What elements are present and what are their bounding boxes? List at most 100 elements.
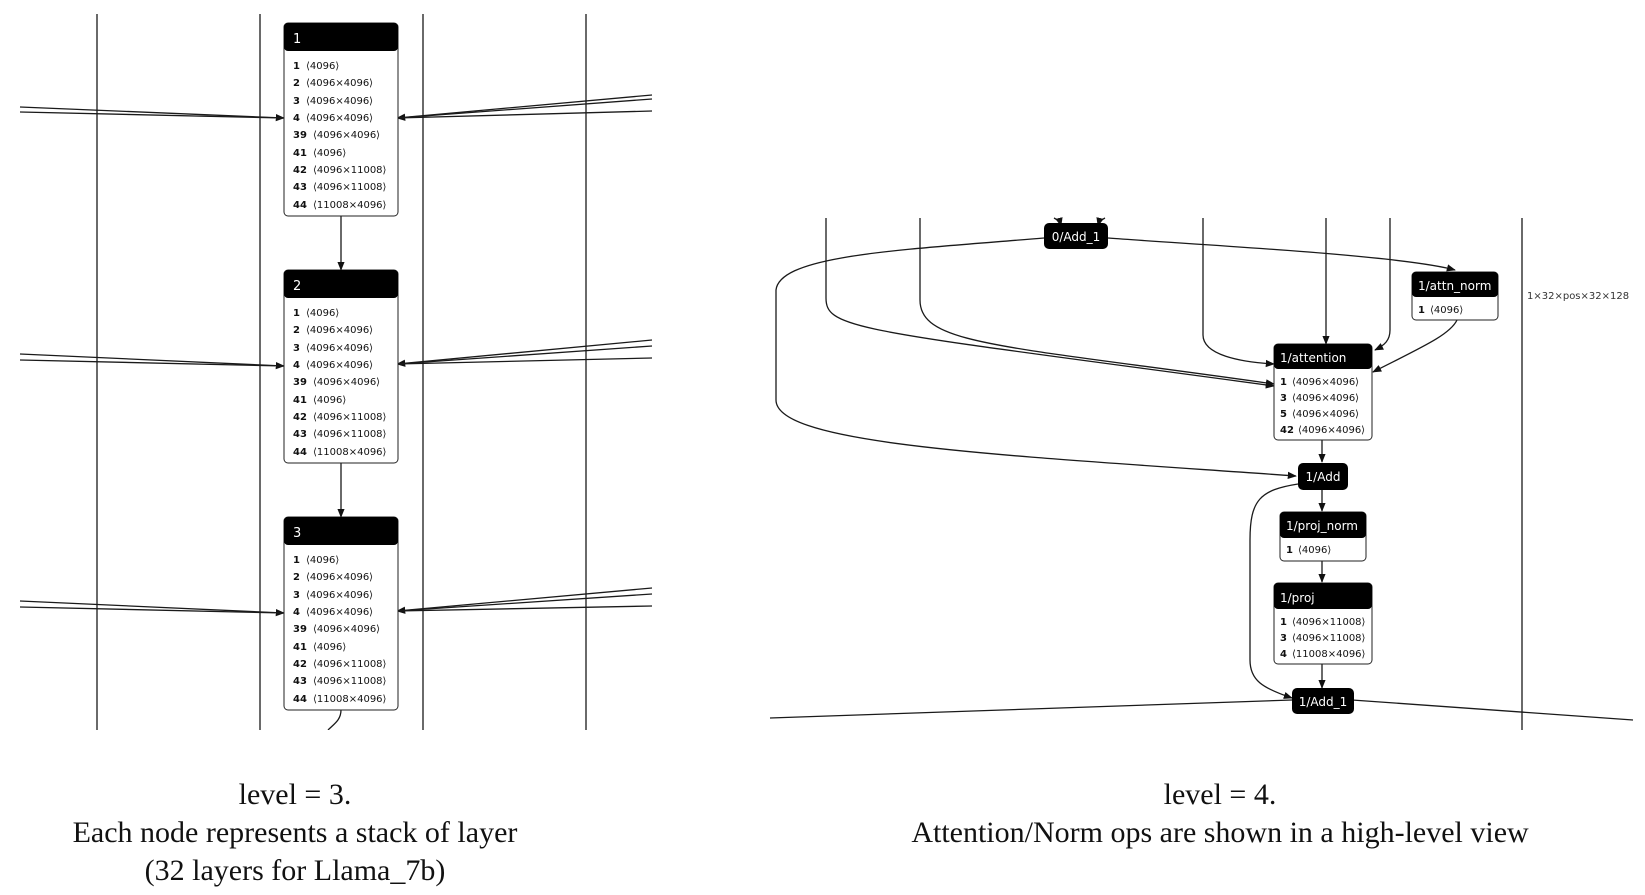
svg-text:⟨4096×4096⟩: ⟨4096×4096⟩ bbox=[306, 343, 373, 354]
svg-text:43: 43 bbox=[293, 429, 307, 440]
level4-caption: level = 4. Attention/Norm ops are shown … bbox=[860, 776, 1580, 852]
graph-edge bbox=[19, 106, 285, 122]
svg-text:3: 3 bbox=[293, 343, 300, 354]
node-title: 1 bbox=[293, 32, 301, 47]
caption-line: Each node represents a stack of layer bbox=[72, 816, 518, 849]
svg-text:⟨4096⟩: ⟨4096⟩ bbox=[306, 61, 339, 72]
node-title: 2 bbox=[293, 279, 301, 294]
model-graph-diagram: 1 1 ⟨4096⟩ 2 ⟨4096×4096⟩ 3 ⟨4096×4096⟩ 4 ⟨40… bbox=[19, 14, 1634, 730]
svg-text:⟨4096×11008⟩: ⟨4096×11008⟩ bbox=[313, 182, 387, 193]
svg-text:41: 41 bbox=[293, 148, 307, 159]
svg-text:⟨4096⟩: ⟨4096⟩ bbox=[313, 148, 346, 159]
svg-text:1: 1 bbox=[1280, 377, 1287, 388]
graph-edge bbox=[1374, 218, 1391, 351]
op-node-1-add[interactable]: 1/Add bbox=[1298, 463, 1348, 490]
graph-edge bbox=[396, 605, 653, 612]
svg-text:1: 1 bbox=[293, 61, 300, 72]
svg-text:⟨4096⟩: ⟨4096⟩ bbox=[306, 555, 339, 566]
node-param-list: 1 ⟨4096⟩ 2 ⟨4096×4096⟩ 3 ⟨4096×4096⟩ 4 ⟨4096… bbox=[293, 308, 387, 458]
layer-stack-node-3[interactable]: 3 1 ⟨4096⟩ 2 ⟨4096×4096⟩ 3 ⟨4096×4096⟩ 4 ⟨40… bbox=[283, 516, 399, 711]
caption-line: level = 4. bbox=[1163, 778, 1277, 811]
svg-text:2: 2 bbox=[293, 572, 300, 583]
svg-text:39: 39 bbox=[293, 377, 307, 388]
graph-edge bbox=[19, 353, 285, 370]
svg-text:1: 1 bbox=[1280, 617, 1287, 628]
svg-text:⟨4096×4096⟩: ⟨4096×4096⟩ bbox=[1292, 409, 1359, 420]
svg-text:0/Add_1: 0/Add_1 bbox=[1052, 230, 1101, 244]
svg-text:⟨11008×4096⟩: ⟨11008×4096⟩ bbox=[313, 694, 387, 705]
svg-text:1/attn_norm: 1/attn_norm bbox=[1418, 279, 1491, 293]
svg-text:44: 44 bbox=[293, 694, 307, 705]
svg-text:⟨4096×4096⟩: ⟨4096×4096⟩ bbox=[313, 624, 380, 635]
svg-text:⟨4096×11008⟩: ⟨4096×11008⟩ bbox=[313, 676, 387, 687]
graph-edge bbox=[396, 345, 653, 365]
layer-stack-node-2[interactable]: 2 1 ⟨4096⟩ 2 ⟨4096×4096⟩ 3 ⟨4096×4096⟩ 4 ⟨40… bbox=[283, 269, 399, 464]
op-node-proj[interactable]: 1/proj 1 ⟨4096×11008⟩ 3 ⟨4096×11008⟩ 4 ⟨110… bbox=[1273, 582, 1373, 665]
op-node-0-add-1[interactable]: 0/Add_1 bbox=[1044, 223, 1108, 249]
svg-text:1/proj_norm: 1/proj_norm bbox=[1286, 519, 1358, 533]
svg-text:41: 41 bbox=[293, 395, 307, 406]
graph-edge bbox=[396, 339, 653, 367]
graph-edge bbox=[396, 98, 653, 119]
svg-text:1: 1 bbox=[1286, 545, 1293, 556]
svg-text:⟨4096⟩: ⟨4096⟩ bbox=[1298, 545, 1331, 556]
svg-text:2: 2 bbox=[293, 325, 300, 336]
graph-edge bbox=[1107, 237, 1456, 272]
svg-text:4: 4 bbox=[1280, 649, 1287, 660]
op-node-1-add-1[interactable]: 1/Add_1 bbox=[1292, 688, 1354, 714]
svg-text:4: 4 bbox=[293, 607, 300, 618]
svg-text:41: 41 bbox=[293, 642, 307, 653]
svg-text:5: 5 bbox=[1280, 409, 1287, 420]
svg-text:43: 43 bbox=[293, 676, 307, 687]
graph-edge bbox=[1351, 699, 1634, 721]
svg-text:4: 4 bbox=[293, 113, 300, 124]
svg-text:⟨4096×4096⟩: ⟨4096×4096⟩ bbox=[306, 607, 373, 618]
svg-text:1: 1 bbox=[1418, 305, 1425, 316]
svg-text:4: 4 bbox=[293, 360, 300, 371]
graph-edge bbox=[19, 600, 285, 617]
op-node-proj-norm[interactable]: 1/proj_norm 1 ⟨4096⟩ bbox=[1279, 511, 1367, 562]
node-param-list: 1 ⟨4096⟩ 2 ⟨4096×4096⟩ 3 ⟨4096×4096⟩ 4 ⟨4096… bbox=[293, 61, 387, 211]
svg-text:⟨4096×4096⟩: ⟨4096×4096⟩ bbox=[1292, 377, 1359, 388]
svg-text:⟨4096×11008⟩: ⟨4096×11008⟩ bbox=[313, 429, 387, 440]
svg-text:⟨4096⟩: ⟨4096⟩ bbox=[306, 308, 339, 319]
svg-text:42: 42 bbox=[293, 165, 307, 176]
svg-text:⟨4096⟩: ⟨4096⟩ bbox=[313, 395, 346, 406]
svg-text:⟨4096×4096⟩: ⟨4096×4096⟩ bbox=[306, 360, 373, 371]
svg-text:⟨4096×4096⟩: ⟨4096×4096⟩ bbox=[313, 377, 380, 388]
svg-text:3: 3 bbox=[293, 96, 300, 107]
svg-text:1/Add: 1/Add bbox=[1306, 470, 1341, 484]
svg-text:⟨4096×4096⟩: ⟨4096×4096⟩ bbox=[1292, 393, 1359, 404]
graph-edge bbox=[396, 94, 653, 121]
svg-text:44: 44 bbox=[293, 200, 307, 211]
graph-edge bbox=[19, 111, 285, 119]
svg-text:⟨11008×4096⟩: ⟨11008×4096⟩ bbox=[313, 200, 387, 211]
op-node-attn-norm[interactable]: 1/attn_norm 1 ⟨4096⟩ bbox=[1411, 271, 1499, 321]
svg-text:⟨4096×4096⟩: ⟨4096×4096⟩ bbox=[306, 325, 373, 336]
svg-text:⟨4096×11008⟩: ⟨4096×11008⟩ bbox=[1292, 617, 1366, 628]
layer-stack-node-1[interactable]: 1 1 ⟨4096⟩ 2 ⟨4096×4096⟩ 3 ⟨4096×4096⟩ 4 ⟨40… bbox=[283, 22, 399, 217]
svg-text:⟨4096×4096⟩: ⟨4096×4096⟩ bbox=[1298, 425, 1365, 436]
svg-text:⟨11008×4096⟩: ⟨11008×4096⟩ bbox=[313, 447, 387, 458]
node-title: 3 bbox=[293, 526, 301, 541]
graph-edge bbox=[1249, 483, 1299, 699]
svg-text:42: 42 bbox=[293, 659, 307, 670]
svg-text:2: 2 bbox=[293, 78, 300, 89]
svg-text:3: 3 bbox=[1280, 633, 1287, 644]
graph-edge bbox=[396, 593, 653, 612]
svg-text:1/proj: 1/proj bbox=[1280, 591, 1315, 605]
svg-text:1: 1 bbox=[293, 555, 300, 566]
svg-text:42: 42 bbox=[293, 412, 307, 423]
graph-edge bbox=[775, 237, 1297, 480]
svg-text:⟨4096×4096⟩: ⟨4096×4096⟩ bbox=[306, 572, 373, 583]
graph-edge bbox=[1202, 218, 1275, 368]
op-node-attention[interactable]: 1/attention 1 ⟨4096×4096⟩ 3 ⟨4096×4096⟩ 5 ⟨… bbox=[1273, 343, 1373, 441]
graph-edge bbox=[327, 709, 342, 730]
svg-text:3: 3 bbox=[1280, 393, 1287, 404]
level4-graph: 0/Add_1 1/attn_norm 1 ⟨4096⟩ 1×32×pos×32… bbox=[769, 217, 1634, 730]
svg-text:1/attention: 1/attention bbox=[1280, 351, 1346, 365]
svg-text:⟨4096×11008⟩: ⟨4096×11008⟩ bbox=[1292, 633, 1366, 644]
svg-text:39: 39 bbox=[293, 624, 307, 635]
graph-edge bbox=[396, 587, 653, 614]
graph-edge bbox=[396, 110, 653, 119]
